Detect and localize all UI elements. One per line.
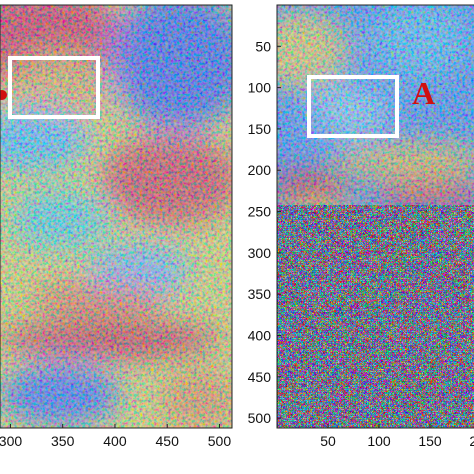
x-tick-label: 450 [156,433,180,449]
highlight-box [8,56,100,119]
y-tick-label: 300 [248,245,272,261]
y-tick-label: 400 [248,327,272,343]
left-interferogram [0,5,232,428]
highlight-box [307,75,399,138]
axes-frame [0,4,233,429]
y-tick-label: 250 [248,204,272,220]
y-tick-label: 450 [248,369,272,385]
x-tick-label: 300 [0,433,22,449]
annotation: A [412,75,435,111]
x-tick-label: 150 [418,433,442,449]
x-tick-label: 200 [469,433,474,449]
axes-frame [276,4,474,429]
annotation-marker [0,90,7,100]
x-tick-label: 500 [208,433,232,449]
y-tick-label: 100 [248,80,272,96]
y-tick-label: 150 [248,121,272,137]
x-tick-label: 350 [51,433,75,449]
x-tick-label: 50 [320,433,336,449]
x-tick-label: 100 [367,433,391,449]
y-tick-label: 200 [248,162,272,178]
y-tick-label: 50 [255,38,271,54]
right-interferogram [277,5,474,428]
x-tick-label: 400 [103,433,127,449]
y-tick-label: 500 [248,410,272,426]
y-tick-label: 350 [248,286,272,302]
